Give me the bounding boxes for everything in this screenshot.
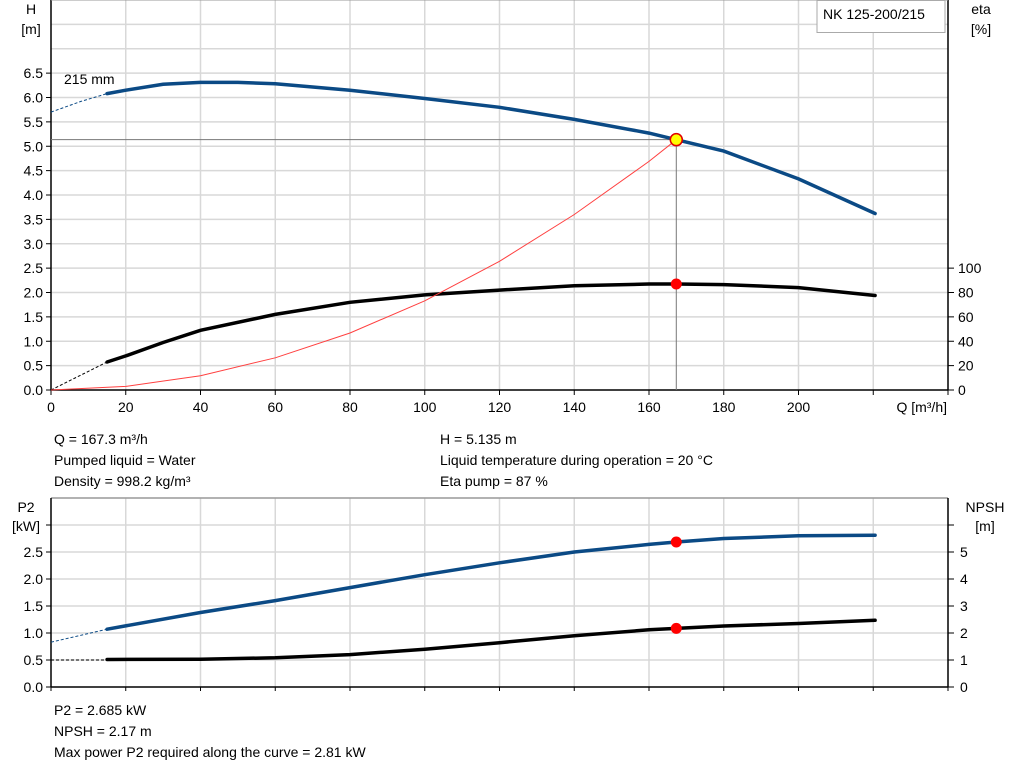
x-tick-label: 160 <box>637 399 661 415</box>
legend-box <box>816 0 946 33</box>
y-axis-unit-p2: [kW] <box>12 518 40 534</box>
h-curve <box>105 80 877 216</box>
x-tick-label: 60 <box>267 399 283 415</box>
h-curve-extrapolated <box>50 93 108 113</box>
eta-curve <box>105 282 877 364</box>
x-tick-label: 40 <box>193 399 209 415</box>
duty-point-marker <box>669 132 684 147</box>
info-eta: Eta pump = 87 % <box>440 473 548 489</box>
info-density: Density = 998.2 kg/m³ <box>54 473 191 489</box>
y-tick-label-right: 2 <box>960 625 968 641</box>
y-axis-title-eta: eta <box>971 1 991 17</box>
y-tick-label-left: 1.0 <box>24 625 44 641</box>
y-tick-label-right: 0 <box>958 382 966 398</box>
info-liquid: Pumped liquid = Water <box>54 452 196 468</box>
y-axis-unit-h: [m] <box>21 21 40 37</box>
y-tick-label-left: 2.5 <box>24 260 44 276</box>
y-tick-label-left: 6.0 <box>24 90 44 106</box>
y-tick-label-right: 100 <box>958 260 982 276</box>
y-tick-label-left: 5.5 <box>24 114 44 130</box>
y-axis-title-h: H <box>26 1 36 17</box>
info-flow: Q = 167.3 m³/h <box>54 431 148 447</box>
p2-curve <box>105 533 877 631</box>
y-tick-label-left: 2.0 <box>24 285 44 301</box>
x-tick-label: 120 <box>488 399 512 415</box>
eta-curve-extrapolated <box>50 361 108 391</box>
y-tick-label-right: 40 <box>958 333 974 349</box>
y-tick-label-left: 6.5 <box>24 65 44 81</box>
p2-duty-marker <box>670 536 682 548</box>
y-tick-label-left: 0.5 <box>24 652 44 668</box>
y-axis-title-p2: P2 <box>17 499 34 515</box>
x-tick-label: 0 <box>47 399 55 415</box>
y-tick-label-right: 4 <box>960 571 968 587</box>
y-axis-title-npsh: NPSH <box>966 499 1005 515</box>
x-tick-label: 180 <box>712 399 736 415</box>
y-tick-label-left: 3.0 <box>24 236 44 252</box>
impeller-diameter-label: 215 mm <box>64 71 115 87</box>
x-tick-label: 80 <box>342 399 358 415</box>
pump-model-label: NK 125-200/215 <box>823 6 925 22</box>
y-tick-label-right: 0 <box>960 679 968 695</box>
npsh-curve <box>105 618 877 662</box>
y-tick-label-left: 0.0 <box>24 382 44 398</box>
x-axis-title: Q [m³/h] <box>896 399 947 415</box>
y-tick-label-left: 3.5 <box>24 211 44 227</box>
y-tick-label-right: 20 <box>958 358 974 374</box>
y-tick-label-right: 80 <box>958 285 974 301</box>
x-tick-label: 20 <box>118 399 134 415</box>
y-tick-label-left: 1.5 <box>24 309 44 325</box>
info-npsh: NPSH = 2.17 m <box>54 723 152 739</box>
y-tick-label-left: 2.0 <box>24 571 44 587</box>
x-tick-label: 200 <box>787 399 811 415</box>
y-tick-label-left: 4.0 <box>24 187 44 203</box>
system-curve <box>50 139 677 391</box>
y-tick-label-left: 1.0 <box>24 333 44 349</box>
info-head: H = 5.135 m <box>440 431 517 447</box>
y-tick-label-right: 1 <box>960 652 968 668</box>
p2-curve-extrapolated <box>50 628 108 643</box>
eta-duty-marker <box>670 278 682 290</box>
y-tick-label-left: 5.0 <box>24 138 44 154</box>
y-tick-label-right: 3 <box>960 598 968 614</box>
y-tick-label-left: 2.5 <box>24 544 44 560</box>
x-tick-label: 140 <box>563 399 587 415</box>
y-axis-unit-npsh: [m] <box>975 518 994 534</box>
y-axis-unit-eta: [%] <box>971 21 991 37</box>
info-temperature: Liquid temperature during operation = 20… <box>440 452 713 468</box>
npsh-duty-marker <box>670 622 682 634</box>
y-tick-label-left: 4.5 <box>24 163 44 179</box>
y-tick-label-left: 0.0 <box>24 679 44 695</box>
info-p2: P2 = 2.685 kW <box>54 702 147 718</box>
x-tick-label: 100 <box>413 399 437 415</box>
info-max-p2: Max power P2 required along the curve = … <box>54 744 366 760</box>
y-tick-label-right: 5 <box>960 544 968 560</box>
y-tick-label-right: 60 <box>958 309 974 325</box>
y-tick-label-left: 1.5 <box>24 598 44 614</box>
y-tick-label-left: 0.5 <box>24 358 44 374</box>
